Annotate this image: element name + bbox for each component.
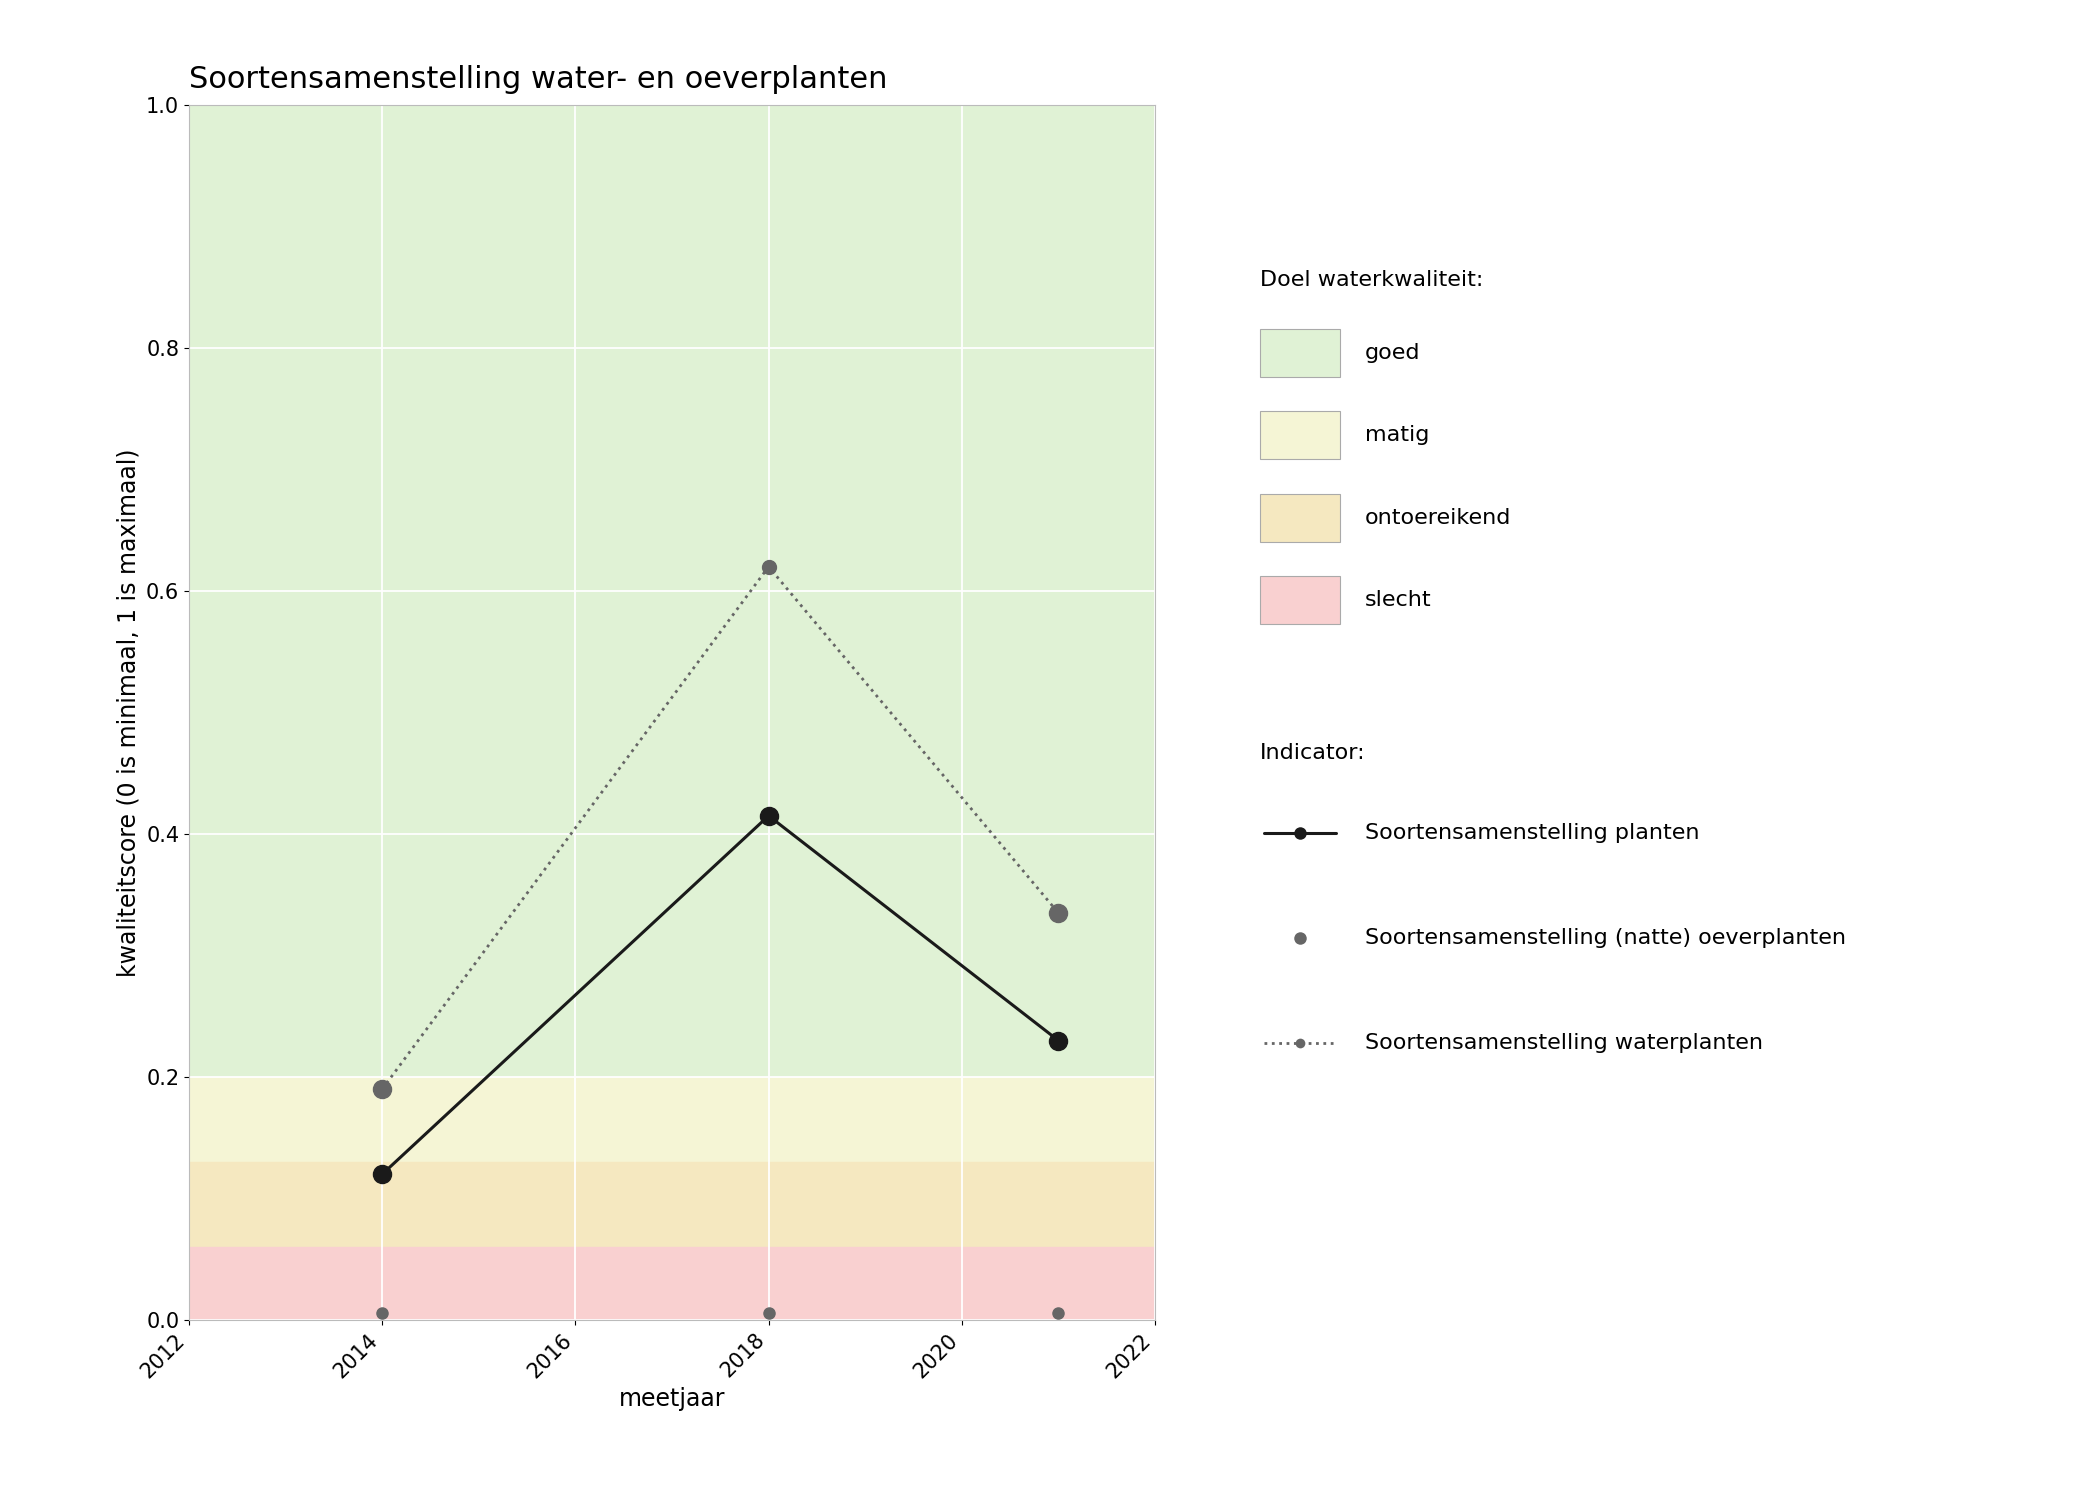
Text: Soortensamenstelling planten: Soortensamenstelling planten <box>1365 822 1699 843</box>
Bar <box>189 105 1155 1077</box>
Text: Soortensamenstelling (natte) oeverplanten: Soortensamenstelling (natte) oeverplante… <box>1365 927 1846 948</box>
Text: Indicator:: Indicator: <box>1260 742 1365 762</box>
X-axis label: meetjaar: meetjaar <box>620 1388 724 1411</box>
Bar <box>189 1246 1155 1320</box>
Y-axis label: kwaliteitscore (0 is minimaal, 1 is maximaal): kwaliteitscore (0 is minimaal, 1 is maxi… <box>116 448 141 976</box>
Text: Soortensamenstelling water- en oeverplanten: Soortensamenstelling water- en oeverplan… <box>189 66 888 94</box>
Text: slecht: slecht <box>1365 590 1432 610</box>
Text: Doel waterkwaliteit:: Doel waterkwaliteit: <box>1260 270 1483 290</box>
Text: ontoereikend: ontoereikend <box>1365 507 1512 528</box>
Bar <box>189 1162 1155 1246</box>
Text: goed: goed <box>1365 342 1420 363</box>
Bar <box>189 1077 1155 1246</box>
Text: matig: matig <box>1365 424 1430 445</box>
Text: Soortensamenstelling waterplanten: Soortensamenstelling waterplanten <box>1365 1032 1764 1053</box>
